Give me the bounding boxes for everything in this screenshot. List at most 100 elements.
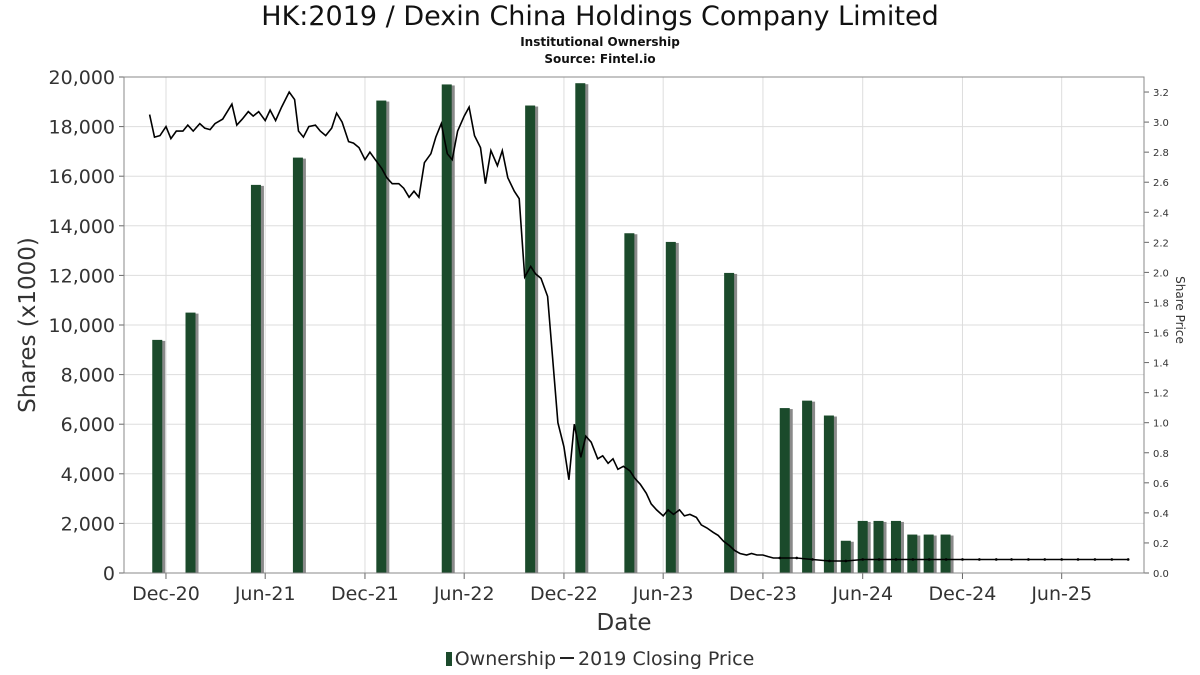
closing-price-point xyxy=(944,558,948,561)
closing-price-point xyxy=(1043,558,1047,561)
y-tick-label: 2,000 xyxy=(61,513,115,535)
ownership-bar xyxy=(823,415,834,573)
closing-price-point xyxy=(795,556,799,560)
y-right-tick-label: 0.6 xyxy=(1153,479,1169,490)
y-tick-label: 18,000 xyxy=(49,117,115,139)
closing-price-point xyxy=(828,559,831,563)
y-right-tick-label: 1.8 xyxy=(1153,298,1169,309)
legend-swatch-closing-price xyxy=(560,657,575,659)
legend-swatch-ownership xyxy=(445,652,452,666)
ownership-bar xyxy=(940,534,951,573)
x-tick-label: Jun-23 xyxy=(632,583,694,605)
x-tick-label: Jun-22 xyxy=(433,583,495,605)
x-tick-label: Jun-25 xyxy=(1030,583,1092,605)
ownership-bar xyxy=(873,520,884,573)
y-right-tick-label: 0.2 xyxy=(1153,539,1169,550)
y-tick-label: 20,000 xyxy=(49,67,115,89)
axis-labels: 0 2,000 4,000 6,000 8,000 10,000 12,000 14,000 1… xyxy=(15,67,1187,636)
closing-price-point xyxy=(894,558,898,561)
x-tick-label: Dec-22 xyxy=(530,583,598,605)
ownership-bar xyxy=(857,520,868,573)
y-right-axis-title: Share Price xyxy=(1173,276,1187,344)
closing-price-point xyxy=(811,558,814,561)
closing-price-line xyxy=(148,90,1130,563)
closing-price-point xyxy=(877,558,881,561)
ownership-bar xyxy=(152,339,163,573)
closing-price-point xyxy=(911,558,915,561)
y-tick-label: 16,000 xyxy=(49,166,115,188)
y-right-tick-label: 2.4 xyxy=(1153,208,1169,219)
y-right-tick-label: 1.4 xyxy=(1153,359,1169,370)
chart-subtitle-ownership: Institutional Ownership xyxy=(520,35,680,49)
x-tick-label: Jun-21 xyxy=(234,583,296,605)
y-right-tick-label: 3.0 xyxy=(1153,118,1169,129)
y-right-tick-label: 3.2 xyxy=(1153,88,1169,99)
y-right-tick-label: 1.6 xyxy=(1153,329,1169,340)
x-tick-label: Jun-24 xyxy=(831,583,893,605)
x-tick-label: Dec-24 xyxy=(929,583,997,605)
closing-price-point xyxy=(1060,558,1063,561)
y-tick-label: 8,000 xyxy=(61,365,115,387)
ownership-bar xyxy=(923,534,934,573)
closing-price-point xyxy=(861,558,864,561)
ownership-bar xyxy=(802,400,813,573)
ownership-bars xyxy=(152,83,954,574)
axes xyxy=(119,76,1149,579)
y-axis-title: Shares (x1000) xyxy=(15,237,41,413)
y-tick-label: 4,000 xyxy=(61,464,115,486)
y-right-tick-label: 2.0 xyxy=(1153,268,1169,279)
y-right-tick-label: 0.4 xyxy=(1153,509,1169,520)
y-tick-label: 10,000 xyxy=(49,315,115,337)
chart-subtitle-source: Source: Fintel.io xyxy=(544,52,656,66)
legend-label-closing-price: 2019 Closing Price xyxy=(578,648,755,670)
ownership-bar xyxy=(890,520,901,573)
legend-item-ownership: Ownership xyxy=(445,648,557,670)
y-tick-label: 0 xyxy=(103,563,115,585)
legend: Ownership 2019 Closing Price xyxy=(0,648,1200,670)
legend-label-ownership: Ownership xyxy=(454,648,557,670)
ownership-bar xyxy=(665,241,676,574)
y-right-tick-label: 0.0 xyxy=(1153,569,1169,580)
ownership-bar xyxy=(840,540,851,573)
x-tick-label: Dec-21 xyxy=(331,583,399,605)
x-axis-title: Date xyxy=(597,610,652,636)
closing-price-point xyxy=(961,558,964,561)
y-right-tick-label: 1.0 xyxy=(1153,419,1169,430)
closing-price-point xyxy=(1027,558,1030,561)
ownership-bar xyxy=(292,157,303,573)
closing-price-point xyxy=(1076,558,1080,561)
x-tick-label: Dec-23 xyxy=(729,583,797,605)
closing-price-point xyxy=(844,559,848,563)
ownership-bar xyxy=(724,272,735,573)
closing-price-point xyxy=(1126,558,1130,561)
ownership-bar xyxy=(525,105,536,574)
closing-price-point xyxy=(1110,558,1114,561)
closing-price-polyline xyxy=(148,90,1129,562)
y-tick-label: 12,000 xyxy=(49,265,115,287)
ownership-bar xyxy=(250,184,261,573)
ownership-bar xyxy=(779,408,790,573)
y-tick-label: 14,000 xyxy=(49,216,115,238)
y-right-tick-label: 2.6 xyxy=(1153,178,1169,189)
closing-price-point xyxy=(927,558,931,561)
closing-price-point xyxy=(994,558,998,561)
y-right-tick-label: 2.8 xyxy=(1153,148,1169,159)
closing-price-point xyxy=(778,556,782,560)
legend-item-closing-price: 2019 Closing Price xyxy=(560,648,754,670)
y-right-tick-label: 0.8 xyxy=(1153,449,1169,460)
y-right-tick-label: 1.2 xyxy=(1153,389,1169,400)
y-tick-label: 6,000 xyxy=(61,414,115,436)
plot-frame xyxy=(123,76,1145,574)
ownership-bar xyxy=(376,100,387,573)
ownership-bar xyxy=(624,233,635,574)
ownership-bar xyxy=(575,83,586,573)
ownership-bar xyxy=(907,534,918,573)
ownership-bar xyxy=(185,312,196,573)
x-tick-label: Dec-20 xyxy=(132,583,200,605)
chart-title: HK:2019 / Dexin China Holdings Company L… xyxy=(261,1,939,32)
closing-price-point xyxy=(1010,558,1013,561)
closing-price-point xyxy=(978,558,981,561)
closing-price-point xyxy=(1093,558,1097,561)
y-right-tick-label: 2.2 xyxy=(1153,238,1169,249)
